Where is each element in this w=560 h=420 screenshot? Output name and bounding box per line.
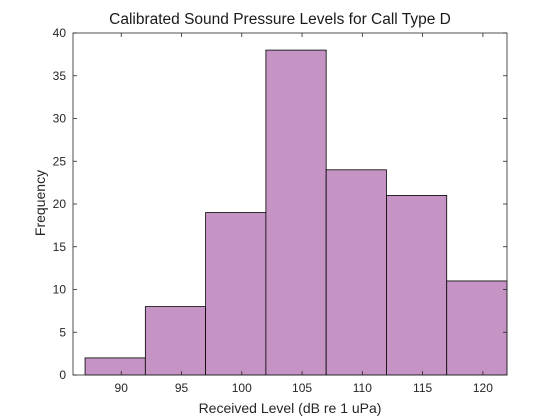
x-tick-label: 120 [473, 381, 493, 395]
y-tick-label: 10 [53, 283, 67, 297]
y-tick-label: 40 [53, 26, 67, 40]
histogram-bar-2 [144, 306, 207, 376]
axes-layer: 90 95 100 105 110 115 120 0 5 10 15 20 25 30 35 40 [53, 26, 508, 395]
x-tick-label: 90 [115, 381, 129, 395]
x-tick-label: 105 [292, 381, 312, 395]
histogram-bar-3 [205, 212, 267, 376]
x-tick-label: 100 [232, 381, 252, 395]
histogram-bar-4 [265, 49, 327, 376]
y-tick-label: 30 [53, 112, 67, 126]
x-axis-title: Received Level (dB re 1 uPa) [199, 400, 382, 416]
histogram-bar-1 [84, 357, 146, 376]
bars-layer [84, 49, 508, 376]
y-tick-label: 0 [59, 368, 66, 382]
y-tick-label: 20 [53, 197, 67, 211]
histogram-bar-5 [325, 169, 387, 376]
y-tick-label: 35 [53, 69, 67, 83]
y-tick-label: 25 [53, 154, 67, 168]
histogram-bar-7 [446, 280, 508, 376]
y-tick-label: 5 [59, 325, 66, 339]
y-tick-label: 15 [53, 240, 67, 254]
x-tick-label: 110 [353, 381, 372, 395]
y-axis-title: Frequency [32, 170, 48, 236]
histogram-bar-6 [386, 195, 448, 376]
x-tick-label: 115 [413, 381, 432, 395]
x-tick-label: 95 [175, 381, 189, 395]
chart-title: Calibrated Sound Pressure Levels for Cal… [109, 11, 451, 28]
